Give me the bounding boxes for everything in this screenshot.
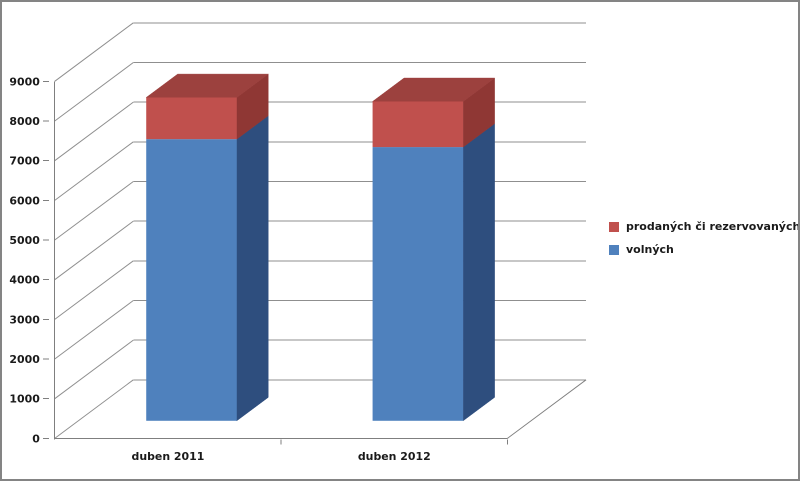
wall-gridline [54,220,134,281]
legend-swatch-red-icon [609,221,619,232]
bar-segment-duben 2011-prodaných či rezervovaných [146,97,237,140]
y-axis-label: 2000 [9,353,40,366]
y-axis-label: 1000 [9,393,40,406]
floor-right-edge [507,379,587,439]
wall-gridline [54,339,134,400]
wall-gridline [54,22,134,82]
x-axis-label: duben 2012 [358,450,431,463]
legend-swatch-blue-icon [609,244,619,255]
y-axis-label: 6000 [9,194,40,207]
bar-segment-duben 2012-prodaných či rezervovaných [372,101,464,148]
bar-side-volných [236,115,269,422]
y-axis-label: 9000 [9,75,40,88]
y-axis-label: 3000 [9,313,40,326]
bar-segment-duben 2011-volných [146,139,237,421]
y-axis-label: 7000 [9,155,40,168]
bar-side-volných [462,123,495,422]
legend-label-prodanych: prodaných či rezervovaných [626,220,800,233]
y-axis-label: 4000 [9,274,40,287]
bar-segment-duben 2012-volných [372,147,464,421]
y-axis-label: 5000 [9,234,40,247]
wall-gridline [54,181,134,241]
wall-gridline [54,62,134,122]
legend-item-prodanych: prodaných či rezervovaných [609,220,800,233]
wall-gridline [54,260,134,320]
x-axis-label: duben 2011 [132,450,205,463]
y-axis-label: 8000 [9,115,40,128]
wall-gridline [54,300,134,360]
wall-gridline [54,141,134,201]
wall-gridline [54,101,134,162]
legend: prodaných či rezervovaných volných [609,220,800,256]
legend-label-volnych: volných [626,243,674,256]
y-axis-label: 0 [32,432,40,445]
wall-gridline [54,379,134,439]
legend-item-volnych: volných [609,243,798,256]
